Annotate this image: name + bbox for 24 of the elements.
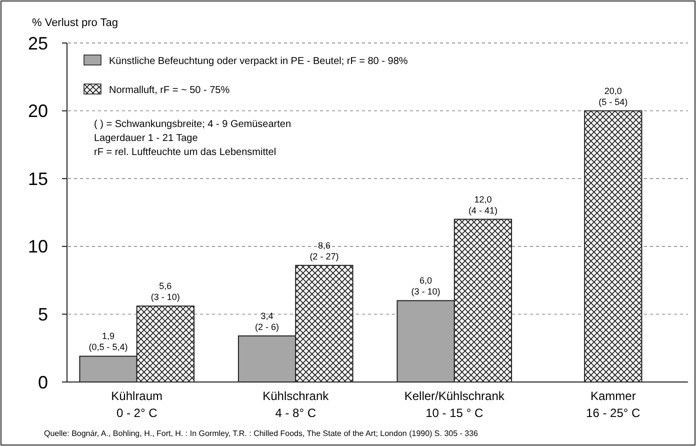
annotation: rF = rel. Luftfeuchte um das Lebensmittel xyxy=(94,147,276,158)
y-tick-label: 5 xyxy=(38,304,48,324)
data-label: 3,4 (2 - 6) xyxy=(255,310,280,332)
y-tick-label: 15 xyxy=(28,168,48,189)
y-tick-label: 20 xyxy=(28,101,48,122)
x-tick-label: Kühlraum 0 - 2° C xyxy=(111,389,163,420)
data-label: 5,6 (3 - 10) xyxy=(150,281,180,302)
data-label: 12,0 (4 - 41) xyxy=(468,194,498,216)
x-tick-label: Keller/Kühlschrank 10 - 15 ° C xyxy=(404,389,506,420)
x-tick-label: Kühlschrank 4 - 8° C xyxy=(262,389,330,420)
data-label: 6,0 (3 - 10) xyxy=(411,276,440,297)
data-label: 20,0 (5 - 54) xyxy=(598,86,628,107)
annotation: Lagerdauer 1 - 21 Tage xyxy=(94,133,198,144)
y-tick-label: 25 xyxy=(28,33,48,54)
source-note: Quelle: Bognár, A., Bohling, H., Fort, H. : In Gormley, T.R. : Chilled Foods, The State of the Art; London (1990) S. 305 - 336 xyxy=(44,429,479,438)
legend-label: Normalluft, rF = ~ 50 - 75% xyxy=(109,85,230,96)
data-label: 1,9 (0,5 - 5,4) xyxy=(88,331,128,352)
y-tick-label: 10 xyxy=(28,236,48,257)
legend-label: Künstliche Befeuchtung oder verpackt in PE - Beutel; rF = 80 - 98% xyxy=(109,56,408,67)
data-label: 8,6 (2 - 27) xyxy=(310,240,339,262)
annotation: ( ) = Schwankungsbreite; 4 - 9 Gemüsearten xyxy=(94,119,292,130)
x-tick-label: Kammer 16 - 25° C xyxy=(586,389,641,420)
y-axis-title: % Verlust pro Tag xyxy=(32,17,118,29)
y-tick-label: 0 xyxy=(38,372,48,392)
